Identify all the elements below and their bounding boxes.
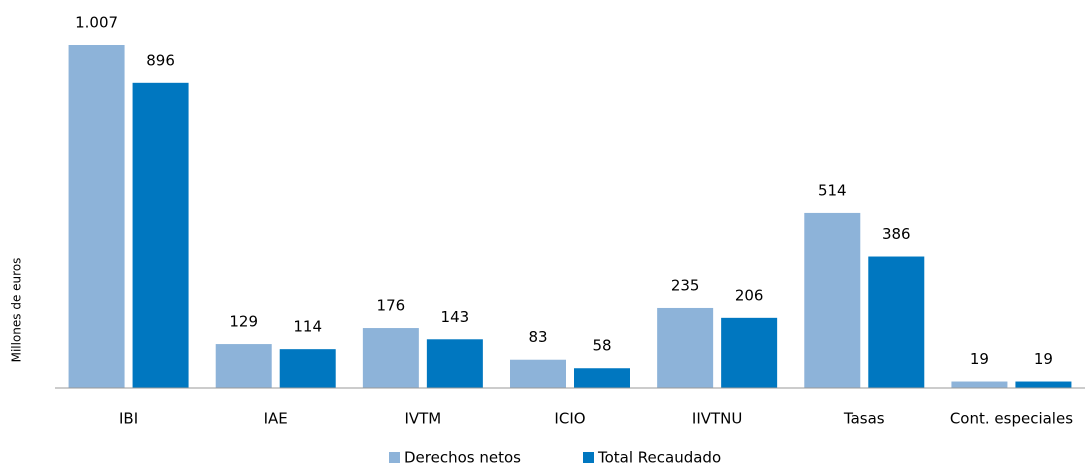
data-label: 514 <box>818 181 847 199</box>
data-label: 19 <box>970 350 989 368</box>
legend-swatch <box>389 452 400 463</box>
data-label: 83 <box>528 328 547 346</box>
bar <box>1015 381 1072 388</box>
bar <box>426 339 483 388</box>
y-axis-label: Millones de euros <box>10 258 24 363</box>
bar <box>362 328 419 388</box>
legend-swatch <box>583 452 594 463</box>
data-label: 235 <box>671 276 700 294</box>
bar <box>68 45 125 388</box>
bar <box>868 256 925 388</box>
bar <box>721 317 778 388</box>
bar <box>657 307 714 388</box>
legend-label: Total Recaudado <box>597 449 721 466</box>
data-label: 129 <box>229 313 258 331</box>
bar <box>279 349 336 388</box>
data-label: 896 <box>146 51 175 69</box>
x-tick-label: IVTM <box>404 410 441 428</box>
data-label: 1.007 <box>75 14 118 32</box>
data-label: 206 <box>735 286 764 304</box>
data-label: 114 <box>293 318 322 336</box>
x-tick-label: IIVTNU <box>692 410 742 428</box>
bar <box>804 212 861 388</box>
bar <box>215 344 272 388</box>
bar <box>510 359 566 388</box>
bar <box>574 368 630 388</box>
x-tick-label: Cont. especiales <box>950 410 1073 428</box>
x-tick-label: Tasas <box>843 410 885 428</box>
x-tick-label: IAE <box>264 410 288 428</box>
bar <box>951 381 1008 388</box>
x-tick-label: ICIO <box>554 410 585 428</box>
data-label: 19 <box>1034 350 1053 368</box>
x-tick-label: IBI <box>119 410 138 428</box>
data-label: 176 <box>377 297 406 315</box>
legend-label: Derechos netos <box>404 449 521 466</box>
data-label: 58 <box>592 337 611 355</box>
bar <box>132 82 189 388</box>
data-label: 143 <box>441 308 470 326</box>
data-label: 386 <box>882 225 911 243</box>
